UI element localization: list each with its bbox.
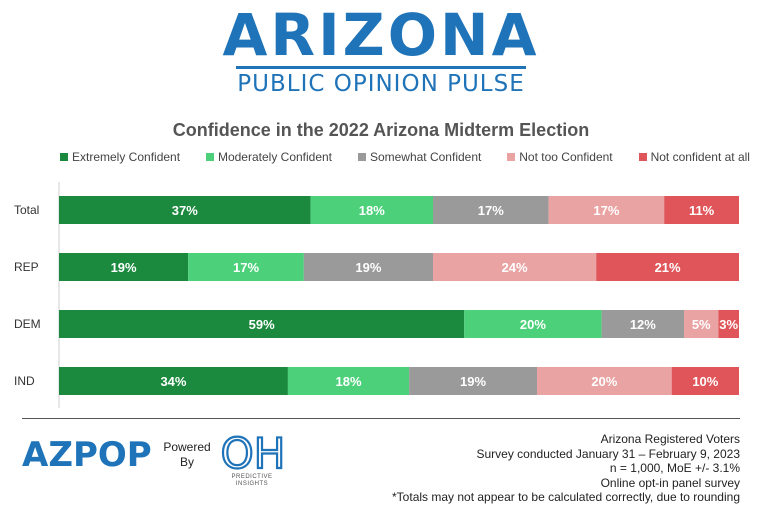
legend-swatch <box>507 153 516 161</box>
bar-segment <box>684 310 719 338</box>
legend-label: Somewhat Confident <box>369 150 482 164</box>
survey-note: Survey conducted January 31 – February 9… <box>476 446 741 461</box>
azpop-logo: AZPOP <box>22 435 152 472</box>
bar-segment <box>188 253 304 281</box>
bar-value-label: 18% <box>359 203 385 218</box>
bar-value-label: 21% <box>655 260 681 275</box>
legend-label: Moderately Confident <box>217 150 333 164</box>
legend-swatch <box>638 153 647 161</box>
bar-value-label: 34% <box>160 374 186 389</box>
bar-value-label: 18% <box>335 374 361 389</box>
stacked-bar-chart: Total 37% 18% 17% 17% 11% REP 19% 17% 19% 24% 21% DE… <box>14 182 739 408</box>
powered-by-line: By <box>179 455 194 469</box>
bar-value-label: 17% <box>593 203 619 218</box>
category-label: REP <box>14 260 39 274</box>
bar-value-label: 20% <box>591 374 617 389</box>
bar-value-label: 11% <box>689 203 715 218</box>
legend-label: Not too Confident <box>519 150 613 164</box>
category-label: Total <box>14 203 39 217</box>
powered-by-text: Powered By <box>160 440 214 470</box>
legend-label: Not confident at all <box>650 150 750 164</box>
bar-segment <box>664 196 739 224</box>
bar-value-label: 24% <box>502 260 528 275</box>
legend-swatch <box>205 153 214 161</box>
bar-segment <box>59 367 288 395</box>
legend-item-not-too-confident: Not too Confident <box>507 150 613 164</box>
bar-segment <box>310 196 433 224</box>
chart-legend: Extremely Confident Moderately Confident… <box>60 149 750 165</box>
oh-caption-line: PREDICTIVE <box>231 474 273 480</box>
survey-note: *Totals may not appear to be calculated … <box>392 490 740 504</box>
bar-segment <box>671 367 739 395</box>
powered-by-line: Powered <box>163 440 211 454</box>
bar-value-label: 19% <box>355 260 381 275</box>
bar-value-label: 5% <box>692 317 711 332</box>
survey-notes: Arizona Registered Voters Survey conduct… <box>392 432 740 505</box>
category-label: IND <box>14 374 35 388</box>
bar-value-label: 19% <box>460 374 486 389</box>
bar-segment <box>718 310 739 338</box>
bar-segment <box>409 367 538 395</box>
bar-value-label: 19% <box>111 260 137 275</box>
legend-label: Extremely Confident <box>72 150 181 164</box>
bar-segment <box>464 310 602 338</box>
bar-segment <box>548 196 665 224</box>
bar-segment <box>59 196 311 224</box>
bar-value-label: 10% <box>692 374 718 389</box>
predictive-insights-caption: PREDICTIVE INSIGHTS <box>214 474 290 488</box>
bar-value-label: 12% <box>630 317 656 332</box>
brand-subtitle: PUBLIC OPINION PULSE <box>237 71 525 97</box>
legend-item-extremely-confident: Extremely Confident <box>60 150 180 164</box>
bar-segment <box>433 196 549 224</box>
bar-segment <box>537 367 672 395</box>
brand-divider <box>236 66 526 69</box>
survey-note: Arizona Registered Voters <box>600 432 740 446</box>
category-label: DEM <box>14 317 41 331</box>
bar-segment <box>433 253 597 281</box>
legend-item-not-confident-at-all: Not confident at all <box>638 150 750 164</box>
bar-segment <box>596 253 739 281</box>
bar-value-label: 37% <box>172 203 198 218</box>
brand-title: ARIZONA <box>222 1 540 69</box>
bar-value-label: 17% <box>478 203 504 218</box>
bar-value-label: 59% <box>249 317 275 332</box>
bar-segment <box>303 253 433 281</box>
chart-title: Confidence in the 2022 Arizona Midterm E… <box>172 120 590 140</box>
legend-swatch <box>60 153 68 161</box>
legend-swatch <box>357 153 366 161</box>
footer-divider <box>22 418 740 419</box>
azpop-logo-text: AZPOP <box>22 435 152 472</box>
bar-segment <box>59 310 465 338</box>
bar-value-label: 17% <box>233 260 259 275</box>
survey-note: Online opt-in panel survey <box>600 475 740 490</box>
survey-note: n = 1,000, MoE +/- 3.1% <box>609 461 740 475</box>
bar-value-label: 3% <box>719 317 738 332</box>
bar-segment <box>601 310 685 338</box>
bar-segment <box>59 253 189 281</box>
legend-item-moderately-confident: Moderately Confident <box>205 150 333 164</box>
oh-caption-line: INSIGHTS <box>235 481 269 487</box>
predictive-insights-logo: OH <box>220 430 287 479</box>
bar-segment <box>287 367 410 395</box>
oh-logo-text: OH <box>221 430 286 478</box>
legend-item-somewhat-confident: Somewhat Confident <box>357 150 482 164</box>
bar-value-label: 20% <box>520 317 546 332</box>
